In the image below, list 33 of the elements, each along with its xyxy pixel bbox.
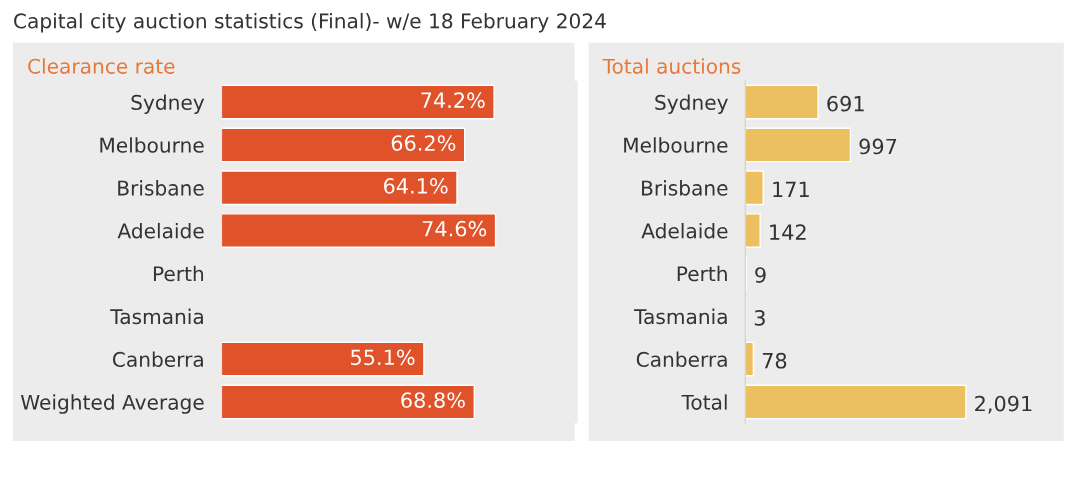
data-label: 9 [755, 267, 766, 283]
data-label: 64.1% [384, 178, 448, 194]
data-label: 74.6% [422, 220, 487, 237]
chart-title: Clearance rate [28, 58, 175, 74]
data-label: 997 [859, 138, 897, 155]
text: Capital city auction statistics (Final)- w/e 18 February 2024 [14, 12, 606, 33]
data-label: 142 [770, 224, 806, 240]
data-label: 68.8% [401, 392, 465, 408]
y-tick-label: Sydney [131, 94, 205, 114]
y-tick-label: Canberra [636, 351, 727, 368]
chart-title: Total auctions [602, 58, 741, 74]
data-label: 78 [762, 352, 787, 369]
data-label: 171 [773, 181, 809, 197]
data-label: 66.2% [391, 135, 456, 151]
y-tick-label: Tasmania [634, 308, 727, 325]
y-tick-label: Adelaide [117, 222, 204, 239]
y-tick-label: Perth [677, 265, 727, 282]
data-label: 3 [754, 309, 765, 326]
data-label: 55.1% [351, 349, 415, 366]
data-label: 2,091 [975, 395, 1032, 414]
y-tick-label: Canberra [112, 351, 203, 368]
y-tick-label: Total [681, 394, 727, 410]
data-label: 74.2% [421, 92, 485, 109]
y-tick-label: Weighted Average [20, 394, 204, 414]
y-tick-label: Brisbane [642, 180, 728, 196]
y-tick-label: Tasmania [110, 308, 203, 325]
data-label: 691 [827, 95, 864, 112]
y-tick-label: Melbourne [624, 137, 728, 153]
y-tick-label: Melbourne [100, 137, 204, 153]
y-tick-label: Perth [153, 265, 204, 282]
y-tick-label: Brisbane [118, 180, 204, 196]
y-tick-label: Adelaide [641, 222, 728, 239]
y-tick-label: Sydney [655, 94, 728, 114]
